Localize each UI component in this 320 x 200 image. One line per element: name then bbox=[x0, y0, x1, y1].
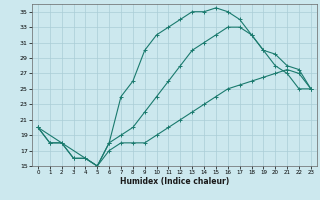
X-axis label: Humidex (Indice chaleur): Humidex (Indice chaleur) bbox=[120, 177, 229, 186]
